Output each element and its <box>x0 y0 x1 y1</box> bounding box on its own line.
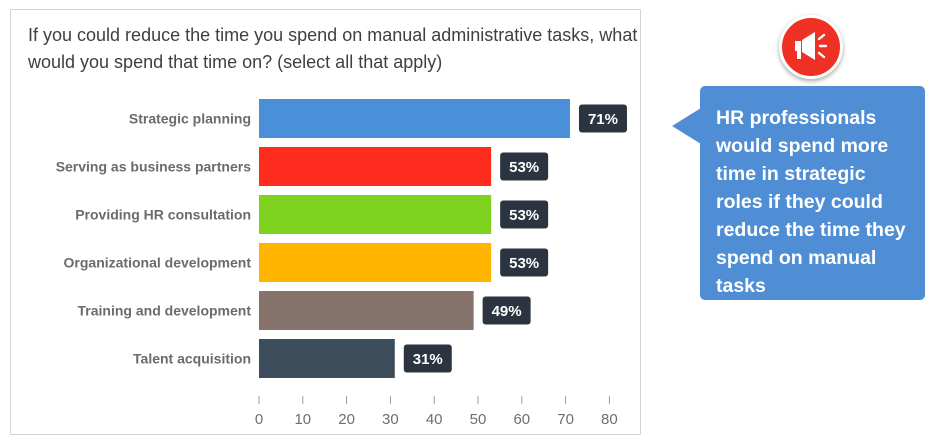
megaphone-icon <box>795 32 828 60</box>
category-label: Organizational development <box>64 255 252 271</box>
x-tick-label: 40 <box>426 411 443 428</box>
bar <box>259 291 474 330</box>
category-label: Training and development <box>78 303 252 319</box>
callout-box: HR professionals would spend more time i… <box>700 86 925 300</box>
category-label: Serving as business partners <box>56 159 252 175</box>
value-label: 53% <box>509 159 539 176</box>
value-label: 31% <box>413 351 443 368</box>
value-label-box <box>500 248 549 277</box>
value-label-box <box>500 152 549 181</box>
value-label-box <box>578 104 627 133</box>
category-label: Strategic planning <box>129 111 251 127</box>
value-label: 71% <box>588 111 618 128</box>
x-tick-label: 80 <box>601 411 618 428</box>
bar <box>259 243 492 282</box>
x-tick-label: 60 <box>513 411 530 428</box>
x-tick-label: 20 <box>338 411 355 428</box>
bar <box>259 195 492 234</box>
chart-title: If you could reduce the time you spend o… <box>28 25 638 72</box>
value-label-box <box>500 200 549 229</box>
category-label: Providing HR consultation <box>75 207 251 223</box>
x-tick-label: 10 <box>294 411 311 428</box>
value-label-box <box>403 344 452 373</box>
x-tick-label: 0 <box>255 411 263 428</box>
x-tick-label: 30 <box>382 411 399 428</box>
value-label-box <box>482 296 531 325</box>
callout-text: HR professionals would spend more time i… <box>716 107 906 297</box>
x-tick-label: 70 <box>557 411 574 428</box>
value-label: 53% <box>509 255 539 272</box>
x-tick-label: 50 <box>470 411 487 428</box>
bar <box>259 99 570 138</box>
bar <box>259 147 492 186</box>
value-label: 53% <box>509 207 539 224</box>
category-label: Talent acquisition <box>133 351 251 367</box>
callout-pointer <box>672 108 701 144</box>
value-label: 49% <box>492 303 522 320</box>
megaphone-badge <box>779 15 843 79</box>
bar <box>259 339 395 378</box>
